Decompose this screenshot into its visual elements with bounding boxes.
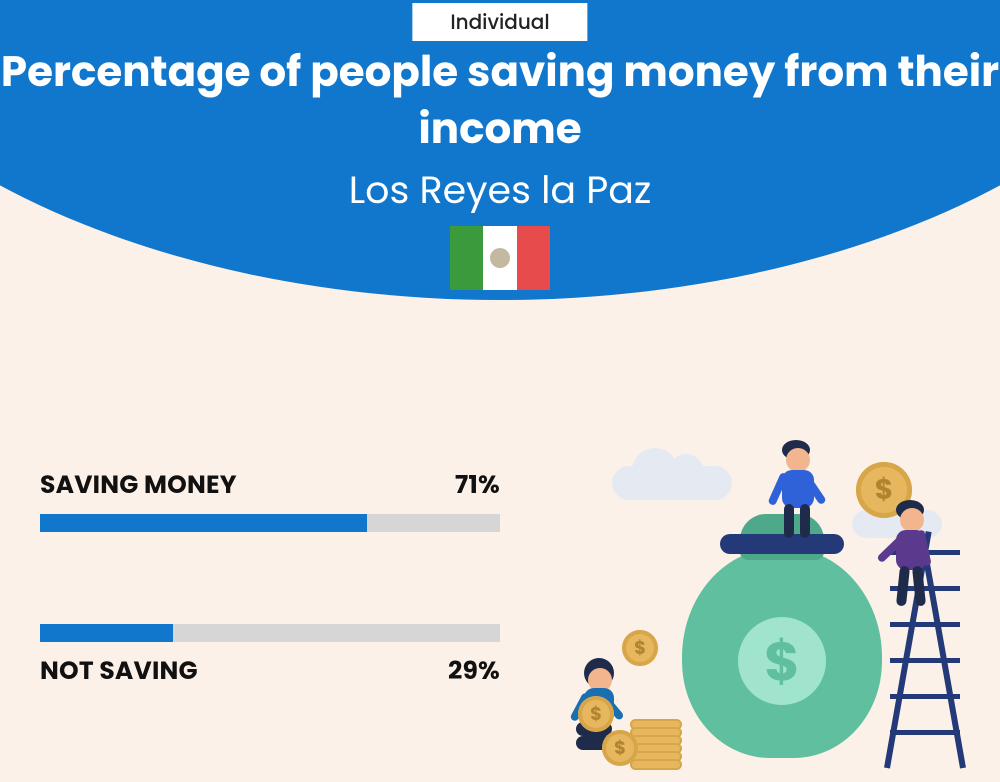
bar-track <box>40 624 500 642</box>
bar-value: 71% <box>455 466 500 504</box>
cloud-icon <box>612 466 732 500</box>
bar-saving-money: SAVING MONEY 71% <box>40 466 500 532</box>
bar-label: SAVING MONEY <box>40 466 237 504</box>
dollar-sign-icon: $ <box>738 617 826 705</box>
bar-fill <box>40 514 367 532</box>
savings-bar-chart: SAVING MONEY 71% NOT SAVING 29% <box>40 466 500 782</box>
coin-icon: $ <box>602 730 638 766</box>
bar-value: 29% <box>448 652 500 690</box>
page-subtitle: Los Reyes la Paz <box>0 162 1000 219</box>
coin-icon: $ <box>578 696 614 732</box>
flag-mexico-icon <box>450 226 550 290</box>
category-badge: Individual <box>412 3 587 41</box>
bar-not-saving: NOT SAVING 29% <box>40 624 500 690</box>
person-icon <box>882 502 942 612</box>
person-icon <box>770 442 830 538</box>
bar-label: NOT SAVING <box>40 652 198 690</box>
savings-illustration: $ $ $ $ $ <box>572 446 972 776</box>
bar-fill <box>40 624 173 642</box>
bar-track <box>40 514 500 532</box>
page-title: Percentage of people saving money from t… <box>0 44 1000 157</box>
coin-icon: $ <box>622 630 658 666</box>
money-bag-icon: $ <box>682 548 882 758</box>
